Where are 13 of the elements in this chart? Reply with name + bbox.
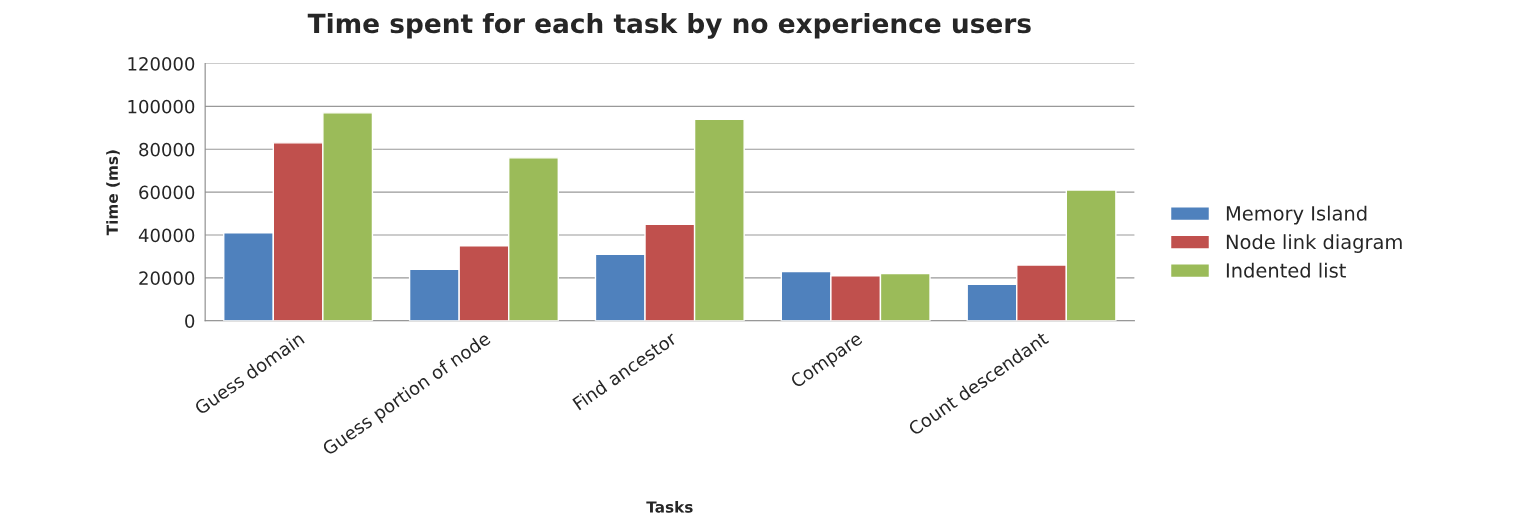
y-tick-label: 0 [185,314,195,328]
legend-label: Memory Island [1226,205,1367,225]
x-axis-title: Tasks [646,500,693,513]
chart-title: Time spent for each task by no experience users [307,12,1031,39]
y-tick-label: 20000 [139,271,195,286]
y-tick-label: 60000 [139,185,195,200]
y-axis-title: Time (ms) [106,150,120,236]
legend-label: Indented list [1226,262,1346,278]
y-tick-label: 120000 [128,56,195,71]
legend-label: Node link diagram [1226,234,1402,254]
y-tick-label: 100000 [128,99,195,114]
y-tick-label: 40000 [138,228,195,243]
y-tick-label: 80000 [139,142,195,157]
